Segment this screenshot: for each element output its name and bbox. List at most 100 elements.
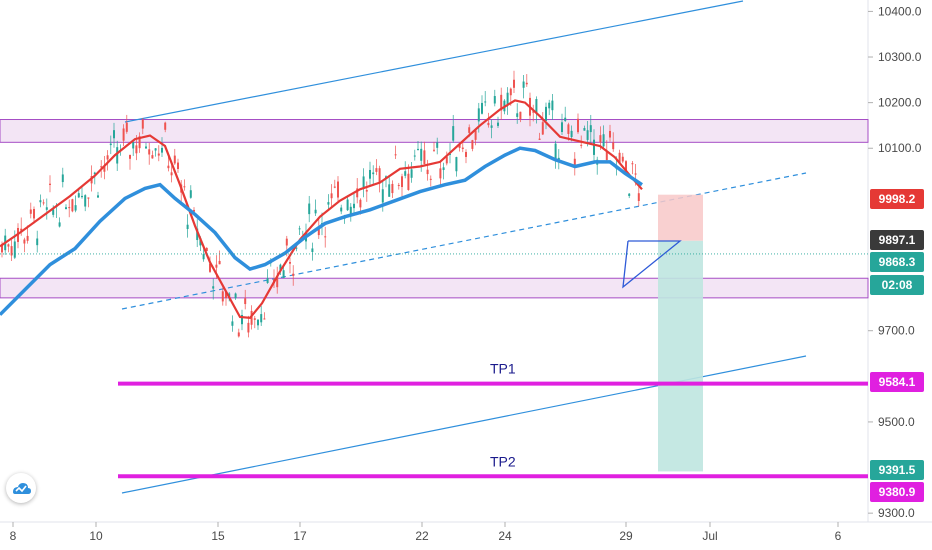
candle-body xyxy=(250,310,253,325)
candle-body xyxy=(369,169,371,179)
candle-body xyxy=(602,134,605,147)
candle-body xyxy=(253,318,256,320)
candle-body xyxy=(458,144,461,148)
candle-body xyxy=(538,138,541,140)
candle-body xyxy=(183,186,186,188)
candle-body xyxy=(356,188,359,198)
candle-body xyxy=(170,172,173,176)
candle-body xyxy=(103,166,106,172)
triangle-pattern[interactable] xyxy=(622,240,682,289)
candle-body xyxy=(186,224,189,230)
candle-body xyxy=(218,260,221,265)
candle-body xyxy=(423,150,426,164)
candle-body xyxy=(260,314,263,323)
candle-body xyxy=(45,207,48,210)
candle-body xyxy=(116,147,119,164)
candle-body xyxy=(477,108,480,122)
candle-body xyxy=(388,184,391,197)
candle-body xyxy=(138,136,141,149)
candle-body xyxy=(333,186,336,188)
candle-body xyxy=(327,202,330,205)
candle-body xyxy=(151,155,154,159)
candle-body xyxy=(445,156,448,164)
candle-body xyxy=(426,169,429,175)
time-tick-label: Jul xyxy=(702,529,717,543)
candle-body xyxy=(618,152,621,163)
candle-body xyxy=(509,88,512,96)
candle-body xyxy=(442,167,445,171)
price-badge xyxy=(870,230,924,250)
price-badge xyxy=(870,460,924,480)
stop-loss-zone[interactable] xyxy=(658,194,703,241)
candle-body xyxy=(285,238,288,246)
candle-body xyxy=(561,122,563,132)
upper-channel-line[interactable] xyxy=(124,0,744,123)
take-profit-zone[interactable] xyxy=(658,240,703,472)
candle-body xyxy=(484,101,487,103)
candle-body xyxy=(266,277,269,283)
candle-body xyxy=(173,155,176,164)
candle-body xyxy=(583,128,586,131)
candle-body xyxy=(167,165,170,169)
candle-body xyxy=(468,127,471,133)
candle-body xyxy=(39,200,42,203)
candle-body xyxy=(522,81,525,88)
candle-body xyxy=(634,173,637,175)
candle-body xyxy=(372,172,375,175)
moving-average-1[interactable] xyxy=(0,99,643,320)
candle-body xyxy=(381,189,384,203)
candle-body xyxy=(599,135,602,143)
price-badge xyxy=(870,189,924,209)
candle-body xyxy=(68,207,71,209)
candle-body xyxy=(23,239,26,244)
candle-body xyxy=(567,124,570,134)
candle-body xyxy=(554,143,557,161)
candle-body xyxy=(237,332,240,337)
candle-body xyxy=(337,181,339,198)
candle-body xyxy=(295,247,298,249)
candle-body xyxy=(84,195,87,207)
candle-body xyxy=(401,176,403,188)
lower-channel-line[interactable] xyxy=(121,355,807,494)
candle-body xyxy=(628,193,631,196)
candle-body xyxy=(564,117,567,121)
candle-body xyxy=(580,144,583,146)
candle-body xyxy=(548,102,551,109)
time-tick-label: 6 xyxy=(835,529,842,543)
candle-body xyxy=(77,193,80,198)
time-axis-ticks: 8 10 15 17 22 24 29 Jul 6 xyxy=(10,522,842,543)
candle-body xyxy=(65,207,67,210)
candle-body xyxy=(394,154,397,156)
candle-body xyxy=(58,222,61,227)
price-badge xyxy=(870,482,924,502)
candle-body xyxy=(154,148,157,151)
candle-body xyxy=(573,158,576,167)
candle-body xyxy=(493,96,496,104)
resistance-zone[interactable] xyxy=(0,119,869,143)
support-zone[interactable] xyxy=(0,277,869,299)
candle-body xyxy=(87,197,90,199)
price-tick-label: 10100.0 xyxy=(878,141,922,155)
candle-body xyxy=(292,273,295,276)
time-tick-label: 17 xyxy=(293,529,307,543)
candle-body xyxy=(157,153,160,156)
candle-body xyxy=(461,147,464,149)
candle-body xyxy=(212,286,215,289)
candle-body xyxy=(420,148,423,161)
price-badge-label: 9584.1 xyxy=(879,375,916,389)
candle-body xyxy=(465,151,467,157)
candle-body xyxy=(20,228,23,231)
candle-body xyxy=(375,168,378,172)
moving-average-2[interactable] xyxy=(0,146,643,316)
candle-body xyxy=(605,150,608,161)
candle-body xyxy=(106,155,109,160)
tradingview-logo[interactable] xyxy=(6,473,36,503)
candle-body xyxy=(500,94,503,111)
candle-body xyxy=(330,193,333,199)
candle-body xyxy=(586,130,589,140)
price-badge-label: 9868.3 xyxy=(879,255,916,269)
candle-body xyxy=(404,171,407,176)
candle-body xyxy=(362,176,365,188)
candle-body xyxy=(621,156,624,162)
